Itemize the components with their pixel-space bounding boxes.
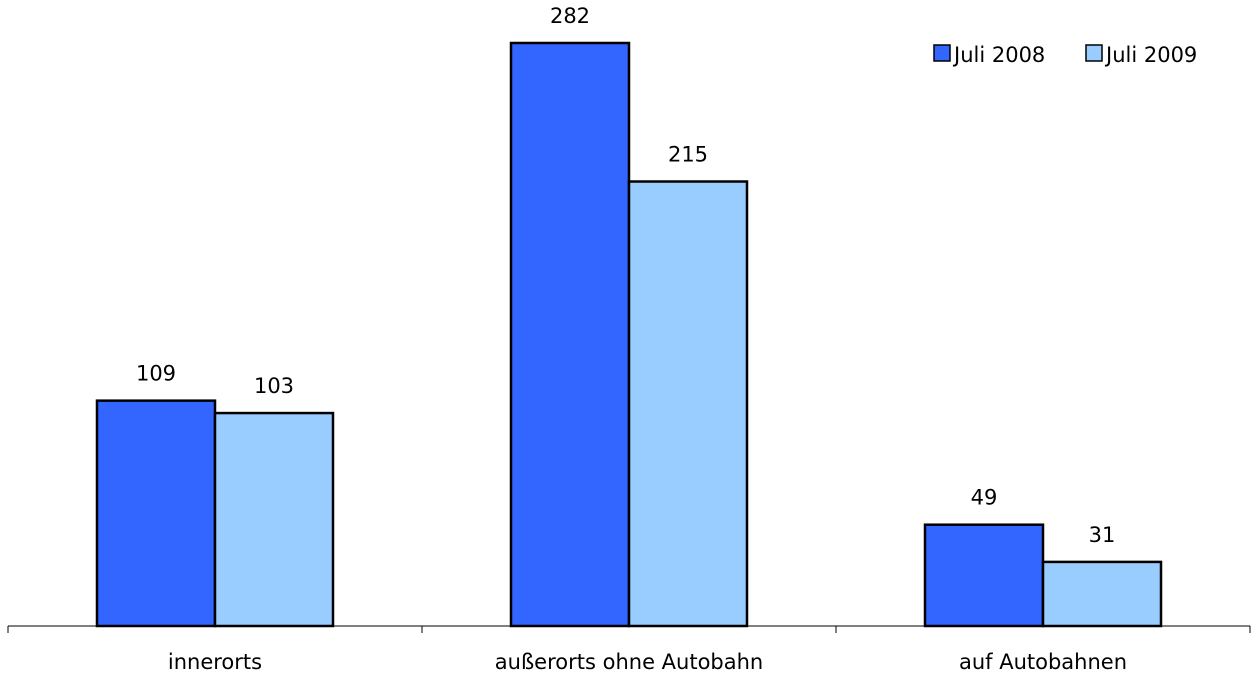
x-axis-ticks	[7, 626, 1251, 633]
category-label: innerorts	[168, 650, 262, 674]
bar-juli-2008	[923, 523, 1045, 628]
category-labels-group: innerorts außerorts ohne Autobahn auf Auto…	[168, 650, 1127, 674]
bar-juli-2009	[213, 411, 335, 628]
data-label: 31	[1089, 523, 1116, 547]
data-label: 215	[668, 143, 708, 167]
legend-label: Juli 2009	[1104, 43, 1197, 67]
data-label: 103	[254, 374, 294, 398]
bar-juli-2008	[95, 399, 217, 628]
bars-group	[95, 41, 1163, 628]
legend-swatch	[933, 44, 951, 62]
data-label: 109	[136, 362, 176, 386]
data-label: 282	[550, 4, 590, 28]
bar-juli-2009	[627, 180, 749, 628]
value-labels-group: 109 103 282 215 49 31	[136, 4, 1115, 547]
category-label: auf Autobahnen	[959, 650, 1127, 674]
category-label: außerorts ohne Autobahn	[495, 650, 763, 674]
legend-label: Juli 2008	[952, 43, 1045, 67]
legend: Juli 2008 Juli 2009	[933, 43, 1197, 67]
bar-juli-2009	[1041, 560, 1163, 628]
legend-swatch	[1085, 44, 1103, 62]
data-label: 49	[971, 486, 998, 510]
bar-juli-2008	[509, 41, 631, 628]
